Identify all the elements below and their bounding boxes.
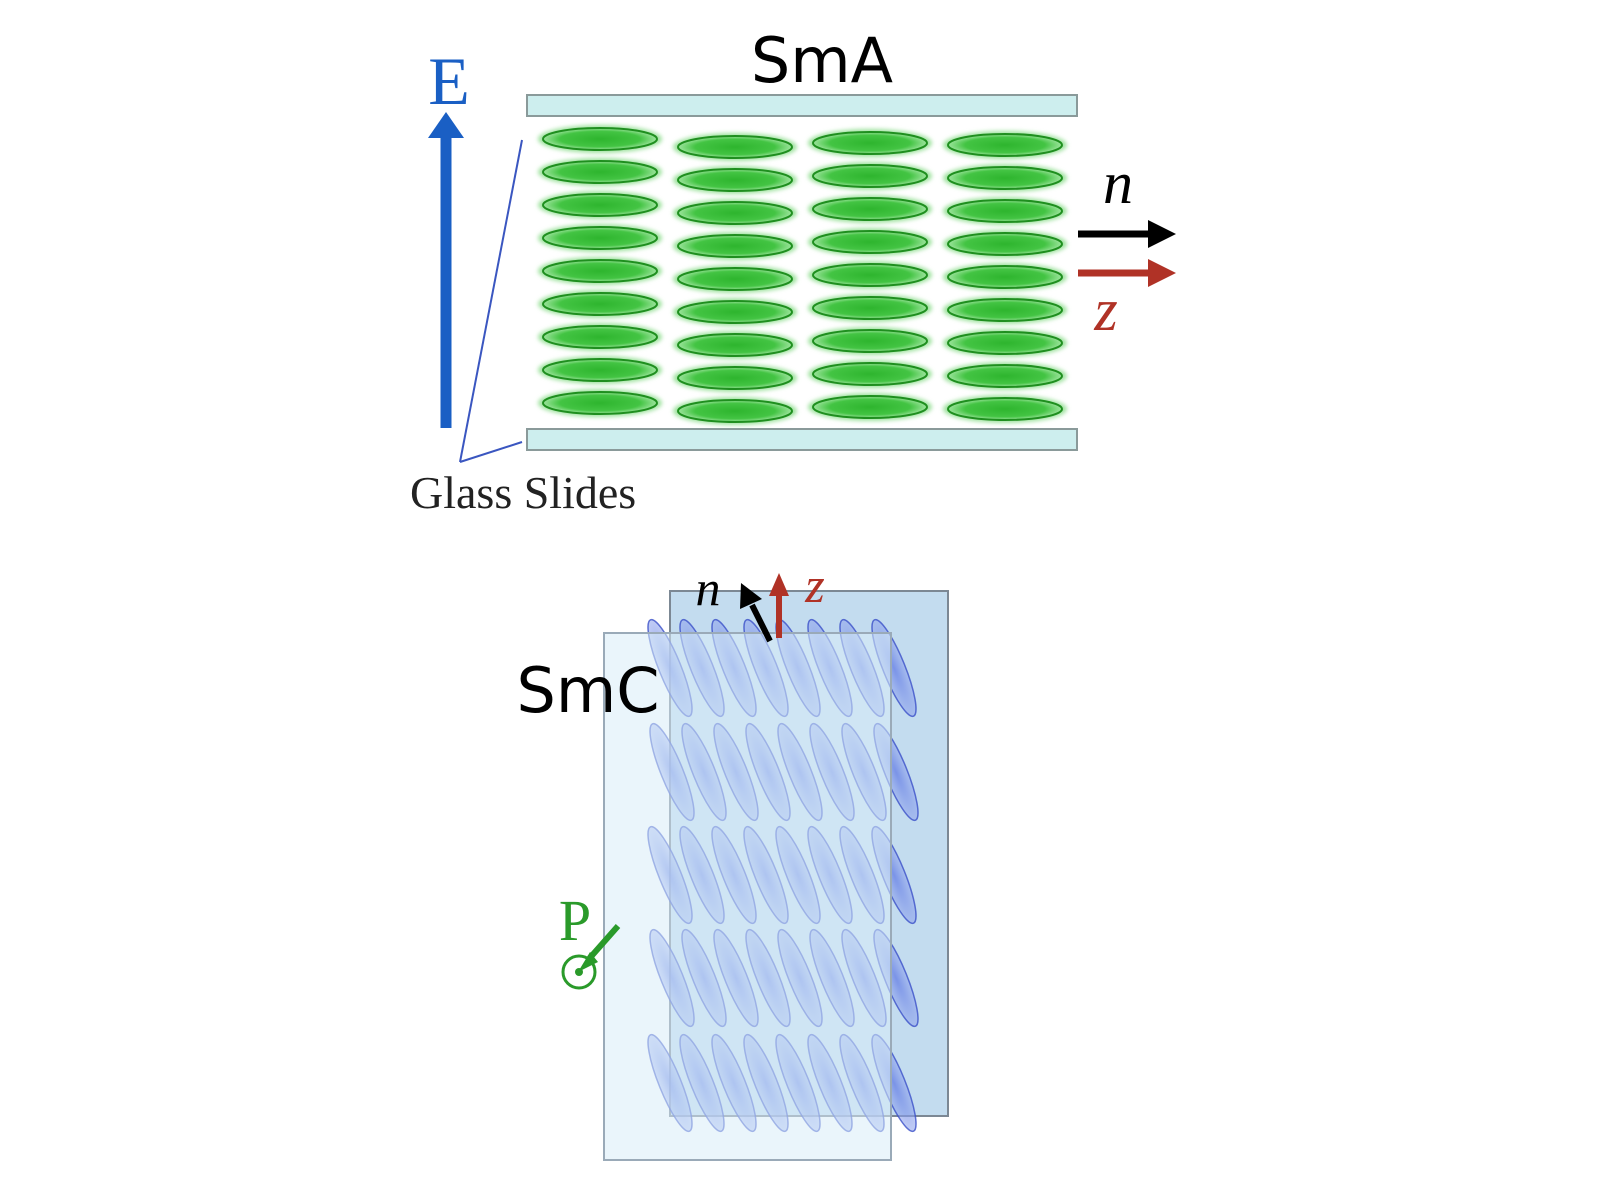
sma-layer-normal-arrow-icon bbox=[1078, 259, 1176, 287]
sma-molecule bbox=[812, 164, 928, 188]
sma-molecule bbox=[947, 199, 1063, 223]
field-label: E bbox=[428, 43, 470, 119]
sma-molecule bbox=[812, 329, 928, 353]
smc-panel: SmC n z P bbox=[516, 557, 949, 1161]
sma-molecule bbox=[542, 391, 658, 415]
sma-molecule bbox=[947, 331, 1063, 355]
sma-molecule bbox=[677, 201, 793, 225]
sma-title: SmA bbox=[751, 24, 893, 97]
sma-molecule bbox=[677, 300, 793, 324]
smc-layer-normal-arrow-icon bbox=[769, 573, 789, 638]
sma-top-glass-slide bbox=[526, 94, 1078, 117]
sma-molecule bbox=[812, 131, 928, 155]
sma-director-label: n bbox=[1103, 150, 1133, 216]
sma-molecule bbox=[812, 230, 928, 254]
sma-molecule bbox=[947, 364, 1063, 388]
sma-molecule bbox=[812, 395, 928, 419]
smc-title: SmC bbox=[516, 654, 659, 727]
field-arrow-icon bbox=[428, 112, 464, 428]
sma-molecule bbox=[677, 267, 793, 291]
sma-molecule bbox=[812, 263, 928, 287]
sma-molecule bbox=[947, 166, 1063, 190]
sma-molecule bbox=[677, 366, 793, 390]
smc-director-arrow-icon bbox=[740, 583, 773, 643]
sma-molecule bbox=[542, 226, 658, 250]
sma-molecule bbox=[542, 127, 658, 151]
sma-molecule bbox=[947, 265, 1063, 289]
sma-molecule bbox=[677, 399, 793, 423]
sma-layer-normal-label: z bbox=[1093, 277, 1117, 343]
sma-molecule bbox=[542, 292, 658, 316]
sma-molecule bbox=[812, 362, 928, 386]
sma-molecule bbox=[677, 135, 793, 159]
sma-molecule bbox=[947, 133, 1063, 157]
sma-molecule bbox=[677, 168, 793, 192]
sma-director-arrow-icon bbox=[1078, 220, 1176, 248]
sma-molecule bbox=[677, 333, 793, 357]
sma-bottom-glass-slide bbox=[526, 428, 1078, 451]
glass-slides-label: Glass Slides bbox=[410, 467, 636, 518]
sma-panel: SmA E Glass Slides n z bbox=[410, 24, 1176, 518]
sma-molecule bbox=[542, 259, 658, 283]
sma-molecule bbox=[677, 234, 793, 258]
sma-molecule bbox=[812, 197, 928, 221]
sma-molecule bbox=[542, 358, 658, 382]
sma-molecule-grid bbox=[538, 125, 1067, 425]
sma-molecule bbox=[947, 298, 1063, 322]
glass-slides-pointer-lines bbox=[459, 139, 523, 463]
sma-molecule bbox=[542, 193, 658, 217]
sma-molecule bbox=[947, 232, 1063, 256]
smc-front-glass-plate bbox=[603, 632, 892, 1161]
sma-molecule bbox=[542, 325, 658, 349]
smc-layer-normal-label: z bbox=[804, 557, 824, 613]
sma-molecule bbox=[812, 296, 928, 320]
polarization-out-of-page-icon bbox=[561, 924, 621, 990]
sma-molecule bbox=[542, 160, 658, 184]
smc-director-label: n bbox=[696, 560, 721, 616]
sma-molecule bbox=[947, 397, 1063, 421]
polarization-label: P bbox=[559, 888, 591, 953]
